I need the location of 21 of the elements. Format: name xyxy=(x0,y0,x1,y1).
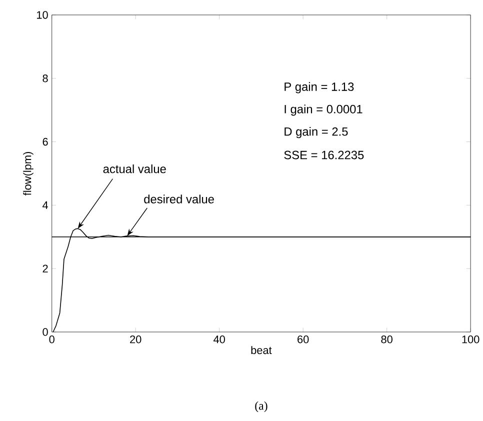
y-tick-label: 0 xyxy=(42,328,48,336)
annotation: desired value xyxy=(144,194,214,204)
x-tick-label: 20 xyxy=(130,336,142,344)
annotation: D gain = 2.5 xyxy=(284,127,348,138)
annotation: I gain = 0.0001 xyxy=(284,104,362,116)
annotation: actual value xyxy=(103,164,166,174)
y-tick-label: 6 xyxy=(42,138,48,146)
x-axis-title: beat xyxy=(251,346,272,354)
text: (a) xyxy=(255,401,268,412)
x-tick-label: 60 xyxy=(298,336,309,344)
x-tick-label: 80 xyxy=(381,336,392,344)
x-tick-label: 40 xyxy=(214,336,225,344)
y-tick-label: 4 xyxy=(42,202,48,210)
y-tick-label: 2 xyxy=(42,264,48,273)
y-axis-title: flow(lpm) xyxy=(23,152,34,196)
y-tick-label: 8 xyxy=(42,74,48,82)
annotation: P gain = 1.13 xyxy=(284,82,354,94)
y-tick-label: 10 xyxy=(37,11,48,19)
annotation: SSE = 16.2235 xyxy=(284,150,364,160)
x-tick-label: 0 xyxy=(49,336,54,344)
x-tick-label: 100 xyxy=(462,336,480,344)
